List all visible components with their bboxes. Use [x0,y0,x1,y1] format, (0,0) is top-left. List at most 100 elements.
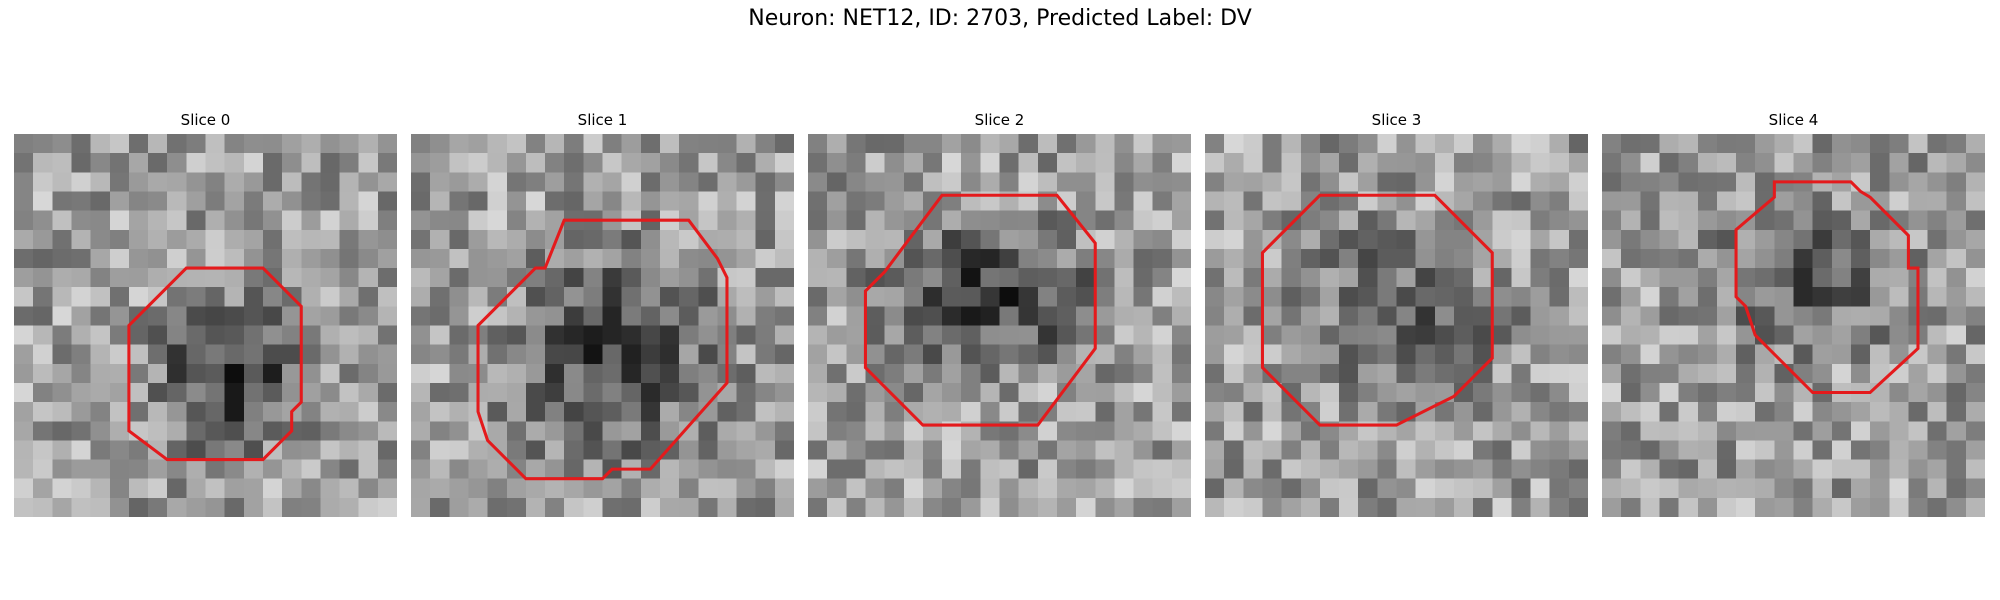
pixel [339,402,360,422]
pixel [827,459,847,480]
pixel [698,248,718,269]
pixel [1224,287,1244,307]
pixel [755,229,776,250]
pixel [1300,248,1321,269]
pixel [262,344,283,365]
pixel [846,210,866,231]
pixel [1396,172,1417,192]
pixel [128,287,149,307]
slice-image [808,134,1191,517]
pixel [903,268,924,288]
pixel [1262,248,1282,269]
pixel [865,440,885,460]
pixel [1281,402,1302,422]
pixel [1281,421,1302,441]
pixel [1018,325,1039,346]
pixel [1133,268,1154,288]
pixel [1076,153,1096,173]
pixel [1716,268,1737,288]
pixel [1056,325,1077,346]
pixel [1453,344,1474,365]
pixel [109,191,130,211]
pixel [846,172,866,192]
pixel [1133,478,1154,499]
pixel [999,440,1020,460]
pixel [1549,153,1570,173]
pixel [71,363,91,384]
pixel [1377,344,1397,365]
pixel [846,344,866,365]
pixel [1965,172,1985,192]
pixel [52,363,72,384]
pixel [1205,497,1225,517]
pixel [358,172,379,192]
pixel [602,134,623,154]
pixel [1453,306,1474,326]
pixel [358,440,379,460]
pixel [1319,363,1340,384]
pixel [449,459,469,480]
pixel [1755,172,1775,192]
pixel [1774,325,1794,346]
pixel [1434,478,1455,499]
pixel [1037,440,1058,460]
pixel [1511,287,1531,307]
pixel [148,459,168,480]
pixel [846,191,866,211]
pixel [1377,153,1397,173]
pixel [1492,459,1512,480]
pixel [1621,497,1641,517]
pixel [1319,344,1340,365]
pixel [1018,344,1039,365]
pixel [1889,306,1909,326]
pixel [1640,459,1660,480]
pixel [884,344,905,365]
pixel [262,459,283,480]
pixel [1549,325,1570,346]
pixel [468,287,488,307]
pixel [1492,382,1512,403]
pixel [980,497,1000,517]
pixel [1511,421,1531,441]
pixel [1908,248,1928,269]
pixel [1549,382,1570,403]
pixel [1152,153,1173,173]
pixel [205,229,226,250]
pixel [1755,344,1775,365]
pixel [449,268,469,288]
pixel [1870,497,1890,517]
pixel [1549,402,1570,422]
pixel [1716,459,1737,480]
pixel [736,153,757,173]
pixel [545,363,565,384]
pixel [903,325,924,346]
pixel [980,382,1000,403]
pixel [659,153,680,173]
pixel [262,134,283,154]
pixel [243,287,264,307]
pixel [1678,306,1699,326]
pixel [736,134,757,154]
pixel [1793,421,1814,441]
pixel [262,306,283,326]
pixel [487,287,508,307]
slice-panel: Slice 1 [411,110,794,517]
pixel [1602,325,1622,346]
pixel [243,248,264,269]
pixel [808,421,828,441]
pixel [1076,287,1096,307]
pixel [1205,306,1225,326]
pixel [1965,325,1985,346]
pixel [1511,382,1531,403]
pixel [1965,402,1985,422]
slice-panel: Slice 3 [1205,110,1588,517]
pixel [1492,497,1512,517]
pixel [1793,306,1814,326]
pixel [1640,497,1660,517]
pixel [1793,153,1814,173]
pixel [1927,459,1948,480]
pixel [1812,421,1833,441]
pixel [583,363,603,384]
pixel [808,153,828,173]
pixel [1095,459,1115,480]
